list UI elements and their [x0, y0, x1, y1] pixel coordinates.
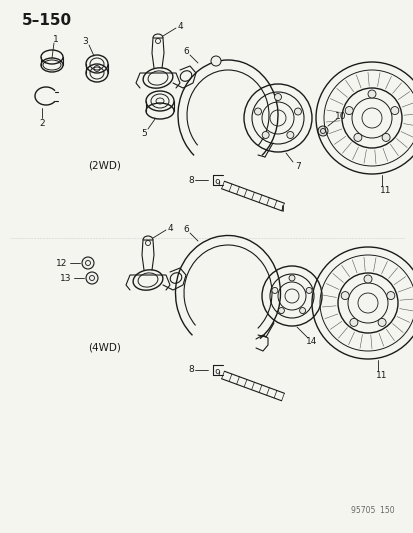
- Text: 1: 1: [53, 35, 59, 44]
- Text: 5: 5: [141, 128, 147, 138]
- Circle shape: [317, 126, 327, 136]
- Text: 4: 4: [177, 21, 183, 30]
- Text: 8: 8: [188, 366, 193, 375]
- Text: 8: 8: [188, 175, 193, 184]
- Circle shape: [278, 308, 284, 313]
- Circle shape: [353, 133, 361, 141]
- Circle shape: [271, 287, 277, 294]
- Circle shape: [288, 275, 294, 281]
- Circle shape: [386, 292, 394, 300]
- Text: 11: 11: [379, 185, 391, 195]
- Circle shape: [377, 318, 385, 326]
- Circle shape: [82, 257, 94, 269]
- Text: 3: 3: [82, 36, 88, 45]
- Circle shape: [381, 133, 389, 141]
- Text: (2WD): (2WD): [88, 160, 121, 170]
- Text: 13: 13: [60, 273, 71, 282]
- Circle shape: [274, 93, 281, 101]
- Text: 10: 10: [335, 111, 346, 120]
- Text: 12: 12: [56, 259, 67, 268]
- Text: 7: 7: [294, 161, 300, 171]
- Text: (4WD): (4WD): [88, 343, 121, 353]
- Text: 6: 6: [183, 224, 188, 233]
- Text: 5–150: 5–150: [22, 13, 72, 28]
- Circle shape: [211, 56, 221, 66]
- Text: 95705  150: 95705 150: [351, 506, 394, 515]
- Circle shape: [349, 318, 357, 326]
- Text: 9: 9: [214, 368, 219, 377]
- Circle shape: [286, 132, 293, 139]
- Circle shape: [344, 107, 352, 115]
- Text: 6: 6: [183, 46, 188, 55]
- Circle shape: [305, 287, 311, 294]
- Circle shape: [340, 292, 348, 300]
- Circle shape: [299, 308, 305, 313]
- Circle shape: [294, 108, 301, 115]
- Circle shape: [363, 275, 371, 283]
- Text: 11: 11: [375, 370, 387, 379]
- Circle shape: [86, 272, 98, 284]
- Circle shape: [254, 108, 261, 115]
- Circle shape: [390, 107, 398, 115]
- Text: 4: 4: [167, 223, 172, 232]
- Circle shape: [367, 90, 375, 98]
- Text: 2: 2: [39, 118, 45, 127]
- Text: 14: 14: [306, 337, 317, 346]
- Circle shape: [261, 132, 268, 139]
- Text: 9: 9: [214, 179, 219, 188]
